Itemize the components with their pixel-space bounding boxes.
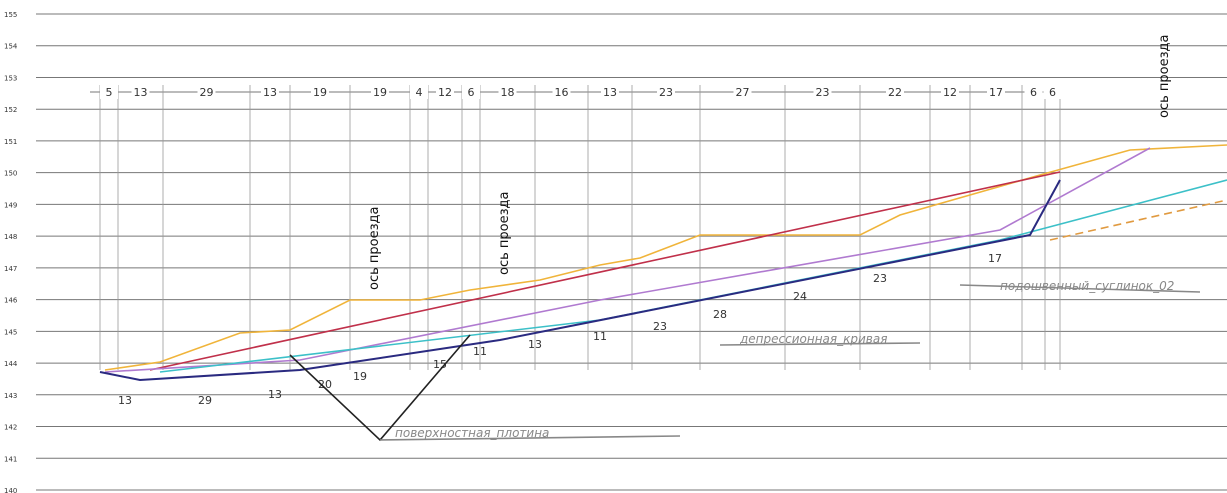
annotation: депрессионная_кривая [739, 332, 887, 346]
dimension: 22 [888, 86, 902, 99]
dimension: 11 [473, 345, 487, 358]
dimension: 27 [736, 86, 750, 99]
axis-label: ось проезда [497, 192, 512, 275]
dimension: 6 [1030, 86, 1037, 99]
axis-label: ось проезда [367, 207, 382, 290]
y-label: 147 [4, 265, 17, 273]
dimension: 29 [200, 86, 214, 99]
dimension: 4 [416, 86, 423, 99]
dam-line [290, 335, 470, 440]
y-label: 154 [4, 43, 18, 51]
dimension: 6 [1049, 86, 1056, 99]
y-label: 141 [4, 455, 17, 463]
dimension: 12 [943, 86, 957, 99]
y-label: 148 [4, 233, 17, 241]
dimension: 23 [653, 320, 667, 333]
dimension: 5 [106, 86, 113, 99]
dimension: 12 [438, 86, 452, 99]
y-label: 153 [4, 74, 17, 82]
dimension: 29 [198, 394, 212, 407]
dimension: 13 [603, 86, 617, 99]
dimension: 23 [873, 272, 887, 285]
dimension: 11 [593, 330, 607, 343]
axis-label: ось проезда [1157, 35, 1172, 118]
y-label: 144 [4, 360, 18, 368]
annotation: подошвенный_суглинок_02 [1000, 279, 1174, 293]
dimension: 23 [659, 86, 673, 99]
y-label: 150 [4, 170, 17, 178]
dimension: 19 [313, 86, 327, 99]
y-label: 142 [4, 424, 17, 432]
dimension: 17 [988, 252, 1002, 265]
dimension: 24 [793, 290, 807, 303]
y-label: 151 [4, 138, 17, 146]
dimension: 13 [263, 86, 277, 99]
dimension: 6 [468, 86, 475, 99]
dimension: 13 [268, 388, 282, 401]
y-label: 140 [4, 487, 17, 493]
dimension: 17 [989, 86, 1003, 99]
dimension: 13 [118, 394, 132, 407]
annotation: поверхностная_плотина [395, 426, 549, 440]
y-label: 143 [4, 392, 17, 400]
y-label: 146 [4, 297, 18, 305]
dimension: 13 [528, 338, 542, 351]
dimension: 19 [353, 370, 367, 383]
profile-drawing: 155 154 153 152 151 150 149 148 147 146 145 144 143 1… [0, 0, 1227, 493]
dimension: 28 [713, 308, 727, 321]
y-label: 152 [4, 106, 17, 114]
cyan-line [160, 180, 1227, 372]
y-label: 145 [4, 328, 17, 336]
dimension: 16 [555, 86, 569, 99]
dimension: 13 [134, 86, 148, 99]
y-label: 149 [4, 201, 17, 209]
dimension: 19 [373, 86, 387, 99]
y-label: 155 [4, 11, 17, 19]
dimension: 23 [816, 86, 830, 99]
dimension: 18 [501, 86, 515, 99]
